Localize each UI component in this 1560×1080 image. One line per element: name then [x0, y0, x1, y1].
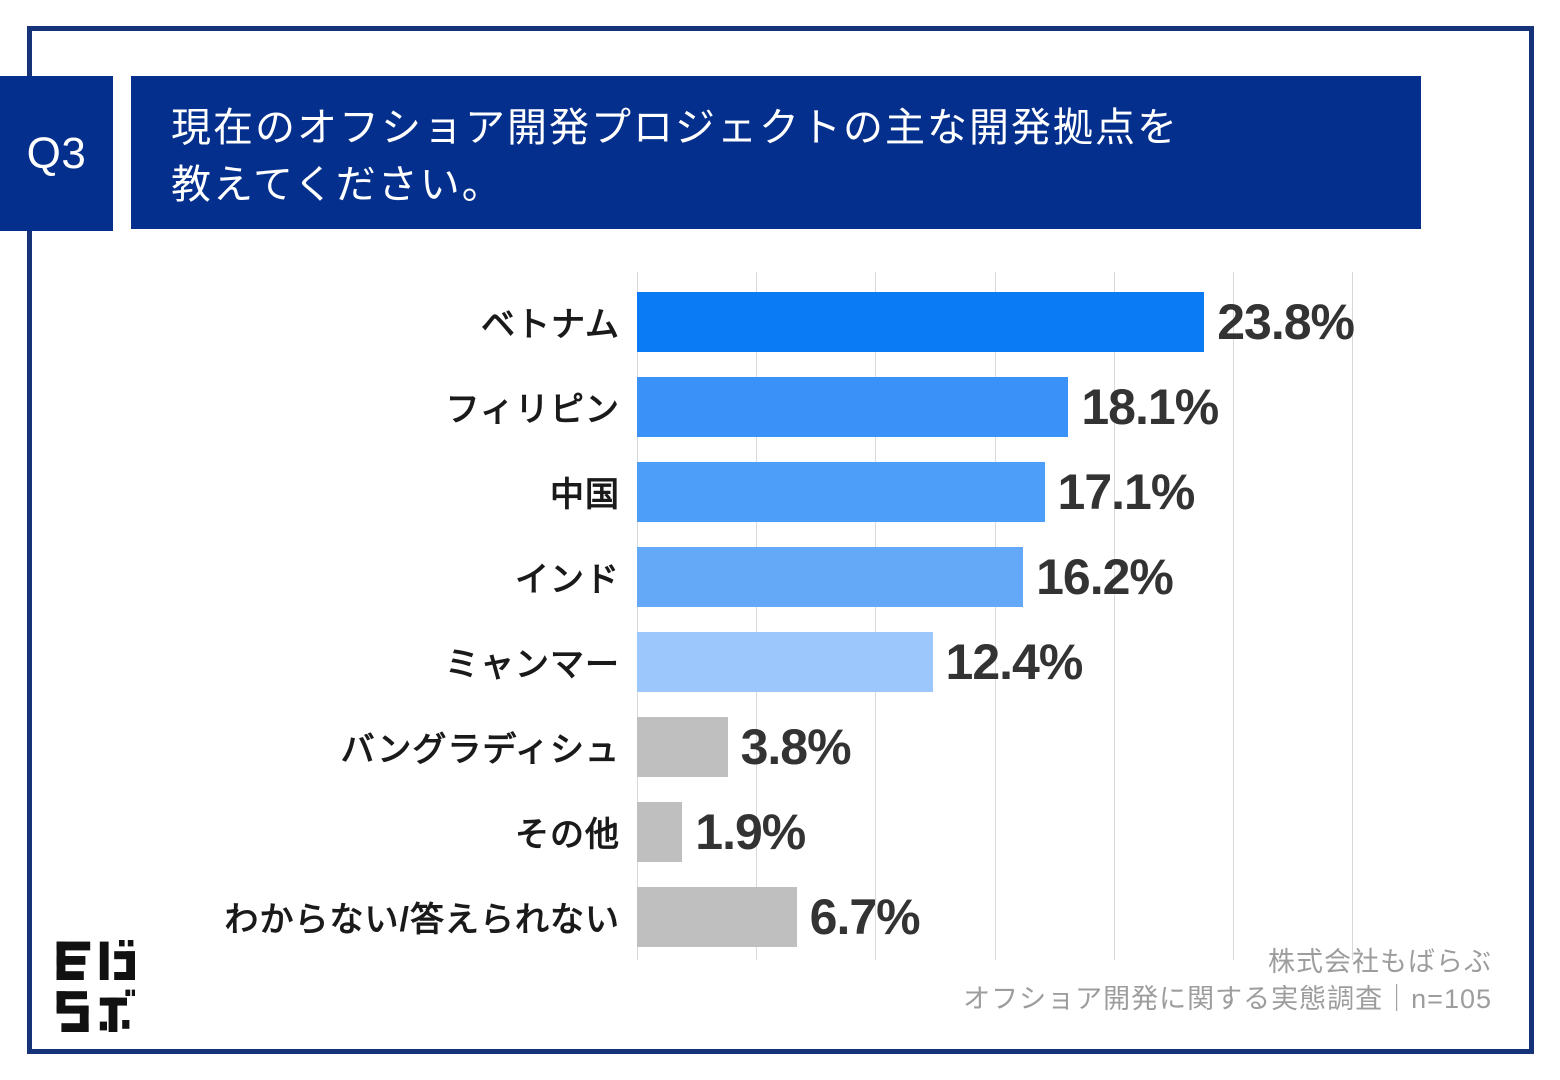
question-title-line2: 教えてください。: [171, 163, 504, 207]
bar: [637, 631, 933, 692]
value-label: 17.1%: [1057, 463, 1196, 520]
bar: [637, 291, 1205, 352]
chart-row: フィリピン 18.1%: [30, 364, 1530, 449]
source-survey: オフショア開発に関する実態調査｜n=105: [963, 984, 1492, 1014]
chart-row: その他 1.9%: [30, 789, 1530, 874]
value-label: 1.9%: [695, 803, 806, 860]
gridline: [637, 272, 638, 960]
bar: [637, 801, 683, 862]
gridline: [1352, 272, 1353, 960]
category-label: その他: [515, 816, 620, 854]
value-label: 3.8%: [740, 718, 852, 775]
chart-row: バングラディシュ 3.8%: [30, 704, 1530, 789]
chart-row: ベトナム 23.8%: [30, 279, 1530, 364]
bar: [637, 886, 797, 947]
source-note: 株式会社もばらぶ オフショア開発に関する実態調査｜n=105: [963, 944, 1492, 1018]
category-label: ベトナム: [481, 306, 620, 344]
value-label: 23.8%: [1217, 293, 1355, 350]
question-title-box: 現在のオフショア開発プロジェクトの主な開発拠点を 教えてください。: [131, 76, 1421, 229]
category-label: フィリピン: [445, 391, 620, 429]
value-label: 6.7%: [809, 888, 921, 945]
category-label: わからない/答えられない: [224, 901, 620, 939]
chart-row: ミャンマー 12.4%: [30, 619, 1530, 704]
value-label: 18.1%: [1081, 378, 1219, 435]
slide-border-frame: [27, 26, 1534, 1054]
category-label: インド: [515, 561, 620, 599]
chart-row: 中国 17.1%: [30, 449, 1530, 534]
category-label: ミャンマー: [445, 646, 620, 684]
chart-row: わからない/答えられない 6.7%: [30, 874, 1530, 959]
mobalab-logo: [56, 940, 135, 1032]
chart-row: インド 16.2%: [30, 534, 1530, 619]
gridline: [994, 272, 996, 960]
value-label: 12.4%: [945, 633, 1084, 690]
category-label: 中国: [550, 476, 620, 514]
gridline: [1232, 272, 1234, 960]
gridline: [756, 272, 758, 960]
value-label: 16.2%: [1036, 548, 1174, 605]
category-label: バングラディシュ: [340, 731, 620, 769]
question-number-box: Q3: [0, 76, 113, 231]
bar: [637, 716, 728, 777]
source-company: 株式会社もばらぶ: [1268, 947, 1492, 977]
gridline: [1113, 272, 1115, 960]
question-title-line1: 現在のオフショア開発プロジェクトの主な開発拠点を: [171, 106, 1179, 150]
gridline: [875, 272, 877, 960]
bar: [637, 376, 1069, 437]
bar: [637, 461, 1045, 522]
question-number: Q3: [26, 128, 87, 178]
bar: [637, 546, 1024, 607]
